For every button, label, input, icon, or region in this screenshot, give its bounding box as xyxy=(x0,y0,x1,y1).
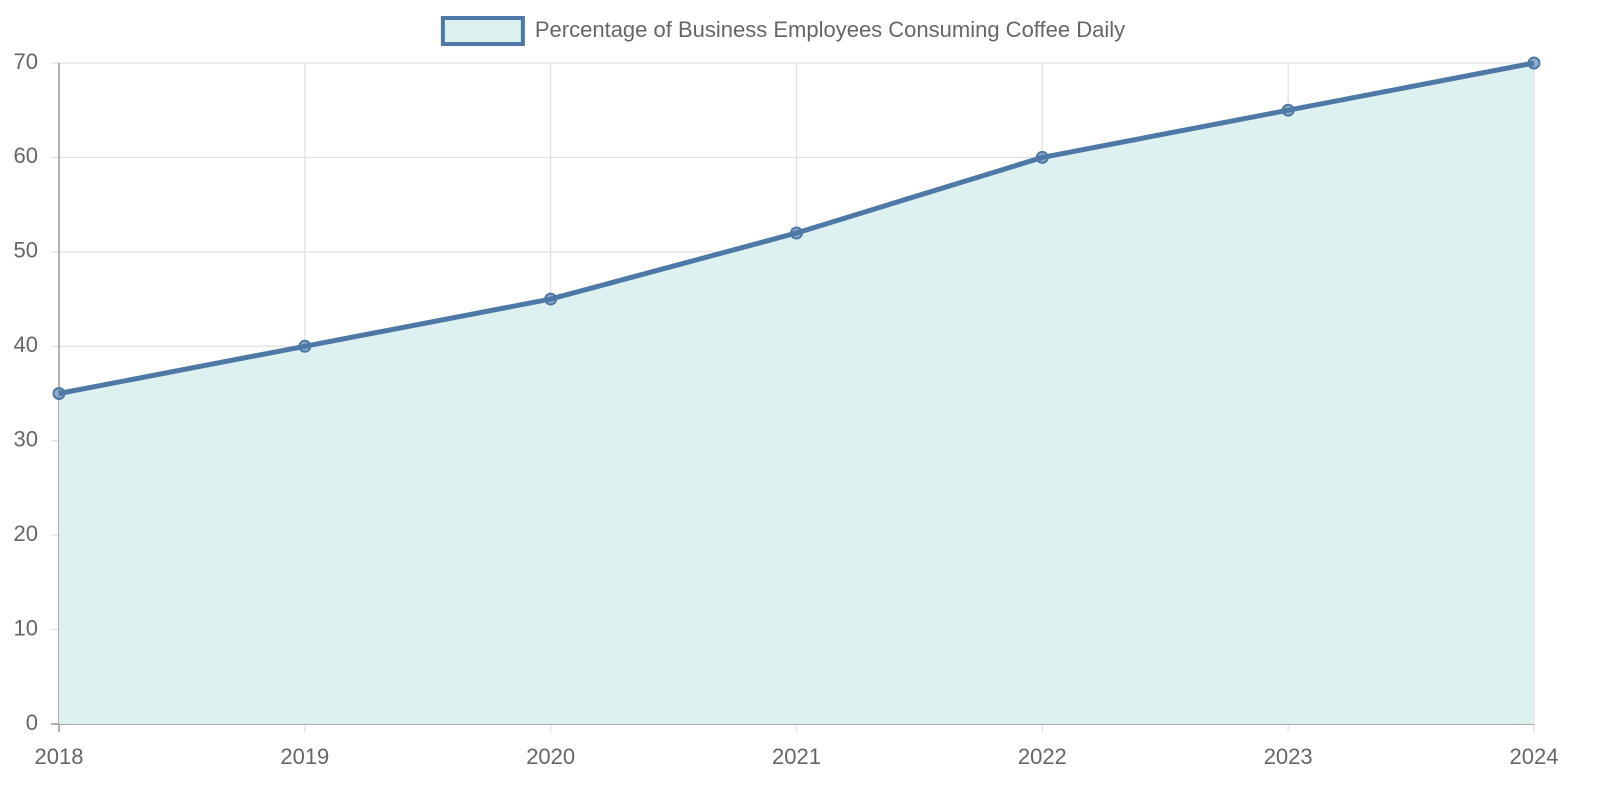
point xyxy=(790,226,803,240)
x-tick-label: 2024 xyxy=(1510,744,1559,769)
x-tick-label: 2020 xyxy=(526,744,575,769)
y-tick-label: 30 xyxy=(14,427,38,452)
x-tick-label: 2023 xyxy=(1264,744,1313,769)
x-tick-label: 2021 xyxy=(772,744,821,769)
x-tick-label: 2019 xyxy=(280,744,329,769)
x-tick-label: 2022 xyxy=(1018,744,1067,769)
y-tick-label: 10 xyxy=(14,615,38,640)
y-tick-label: 40 xyxy=(14,332,38,357)
y-tick-label: 20 xyxy=(14,521,38,546)
y-tick-label: 60 xyxy=(14,143,38,168)
point xyxy=(52,387,66,400)
point xyxy=(1035,150,1049,164)
y-tick-label: 50 xyxy=(14,238,38,263)
area xyxy=(59,63,1534,724)
point xyxy=(1281,103,1295,117)
point xyxy=(298,339,312,353)
point xyxy=(1527,56,1541,70)
y-tick-label: 70 xyxy=(14,49,38,74)
y-tick-label: 0 xyxy=(26,710,38,735)
legend-label: Percentage of Business Employees Consumi… xyxy=(535,17,1125,42)
point xyxy=(544,292,558,306)
x-tick-label: 2018 xyxy=(35,744,84,769)
legend-swatch xyxy=(440,16,525,46)
